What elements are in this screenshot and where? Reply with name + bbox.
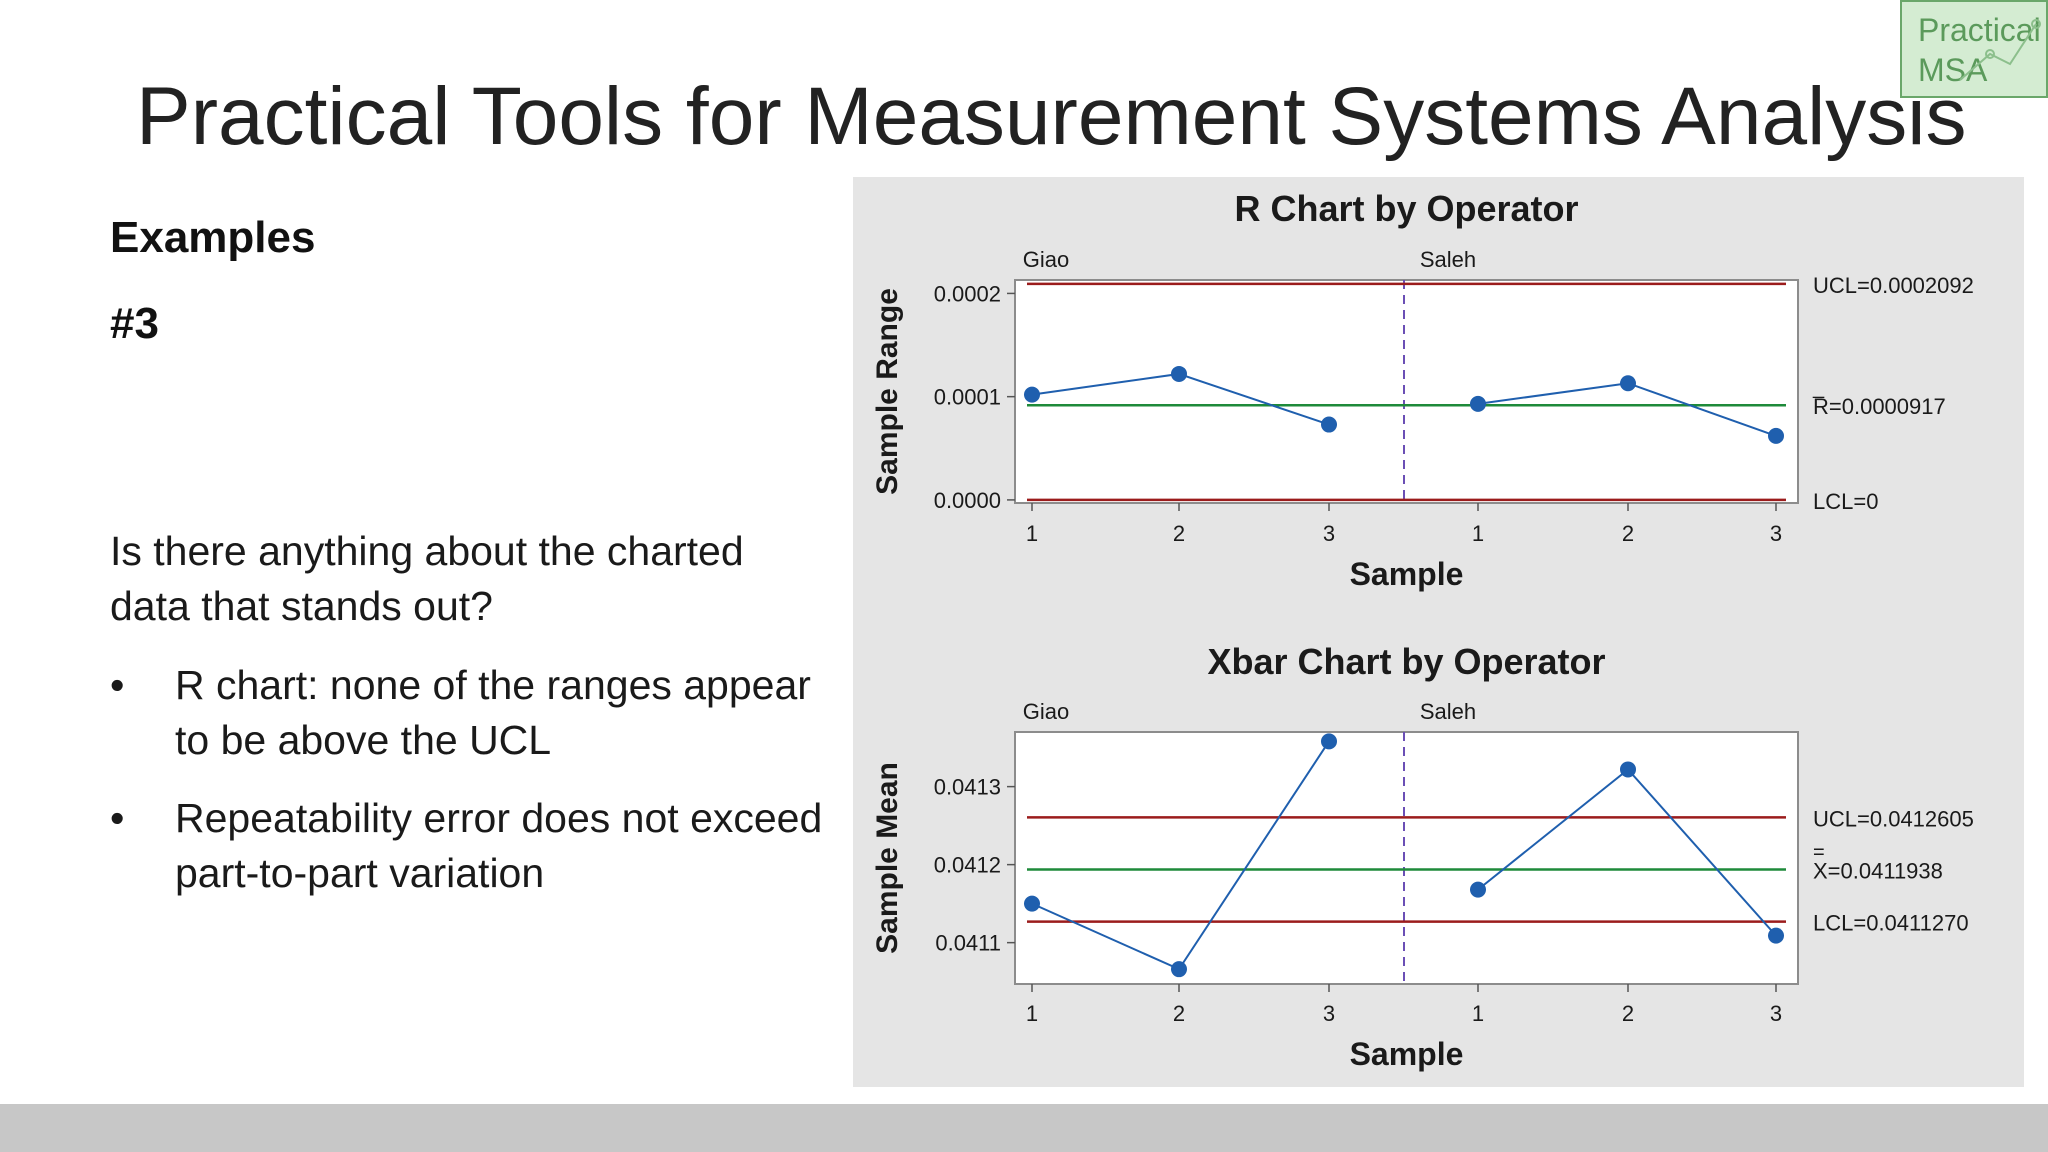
ucl-label: UCL=0.0412605 <box>1813 806 1974 831</box>
y-tick-label: 0.0412 <box>934 853 1001 878</box>
x-tick-label: 1 <box>1472 521 1484 546</box>
slide-title: Practical Tools for Measurement Systems … <box>136 71 1967 162</box>
x-tick-label: 3 <box>1770 521 1782 546</box>
lcl-label: LCL=0 <box>1813 489 1878 514</box>
panel-label: Giao <box>1023 247 1069 272</box>
y-axis-label: Sample Range <box>871 288 904 495</box>
logo-graph-icon <box>1959 19 2041 81</box>
data-point <box>1768 427 1784 444</box>
data-point <box>1470 881 1486 898</box>
panel-label: Saleh <box>1420 699 1476 724</box>
data-point <box>1768 927 1784 944</box>
x-tick-label: 1 <box>1472 1001 1484 1026</box>
x-tick-label: 2 <box>1622 521 1634 546</box>
plot-area <box>1014 279 1799 504</box>
panel-label: Saleh <box>1420 247 1476 272</box>
examples-heading: Examples <box>110 213 316 262</box>
y-tick-label: 0.0001 <box>934 385 1001 410</box>
practical-msa-logo: Practical MSA <box>1900 0 2048 98</box>
question-text: Is there anything about the charted data… <box>110 528 744 629</box>
x-tick-label: 1 <box>1026 521 1038 546</box>
bullet-list: • R chart: none of the ranges appear to … <box>110 658 830 924</box>
chart-panel: R Chart by Operator Giao Saleh UCL=0.000209… <box>853 177 2024 1087</box>
x-axis-label: Sample <box>1350 1036 1464 1072</box>
lcl-label: LCL=0.0411270 <box>1813 911 1969 936</box>
center-label-bar: _ <box>1812 377 1825 399</box>
bullet-text: Repeatability error does not exceed part… <box>175 795 823 896</box>
chart-title: Xbar Chart by Operator <box>1207 641 1605 682</box>
data-point <box>1321 416 1337 433</box>
control-charts: R Chart by Operator Giao Saleh UCL=0.000209… <box>871 188 1974 1072</box>
bullet-item: • R chart: none of the ranges appear to … <box>110 658 830 768</box>
plot-area <box>1014 731 1799 985</box>
ucl-label: UCL=0.0002092 <box>1813 273 1974 298</box>
data-point <box>1024 386 1040 403</box>
data-point <box>1171 365 1187 382</box>
center-label: R=0.0000917 <box>1813 394 1946 419</box>
bullet-icon: • <box>110 795 125 841</box>
x-tick-label: 2 <box>1173 1001 1185 1026</box>
bullet-icon: • <box>110 662 125 708</box>
x-tick-label: 2 <box>1173 521 1185 546</box>
y-tick-label: 0.0002 <box>934 281 1001 306</box>
bullet-text: R chart: none of the ranges appear to be… <box>175 662 811 763</box>
data-point <box>1620 761 1636 778</box>
x-tick-label: 1 <box>1026 1001 1038 1026</box>
y-tick-label: 0.0411 <box>935 931 1001 956</box>
data-point <box>1171 961 1187 978</box>
x-axis-label: Sample <box>1350 556 1464 592</box>
chart-title: R Chart by Operator <box>1234 188 1578 229</box>
data-point <box>1470 395 1486 412</box>
y-tick-label: 0.0413 <box>934 775 1001 800</box>
x-tick-label: 2 <box>1622 1001 1634 1026</box>
example-number: #3 <box>110 299 159 348</box>
center-label-bar: = <box>1813 841 1825 863</box>
y-tick-label: 0.0000 <box>934 488 1001 513</box>
center-label: X=0.0411938 <box>1813 858 1943 883</box>
y-axis-label: Sample Mean <box>871 762 904 954</box>
data-point <box>1321 733 1337 750</box>
footer-bar <box>0 1104 2048 1152</box>
panel-label: Giao <box>1023 699 1069 724</box>
data-point <box>1024 895 1040 912</box>
logo-text: Practical MSA <box>1918 12 2041 88</box>
bullet-item: • Repeatability error does not exceed pa… <box>110 791 830 901</box>
x-tick-label: 3 <box>1770 1001 1782 1026</box>
data-point <box>1620 375 1636 392</box>
x-tick-label: 3 <box>1323 1001 1335 1026</box>
x-tick-label: 3 <box>1323 521 1335 546</box>
